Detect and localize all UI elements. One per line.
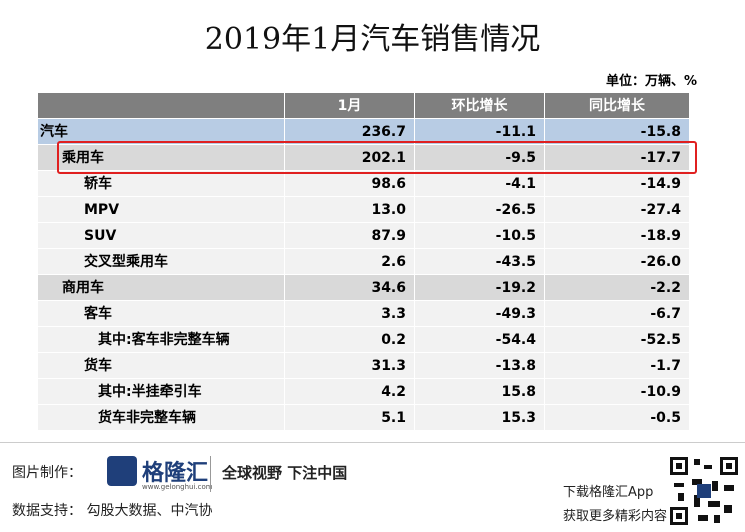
title: 2019年1月汽车销售情况	[204, 22, 541, 57]
label-cell: 其中:客车非完整车辆	[38, 327, 285, 353]
label-cell: 轿车	[38, 171, 285, 197]
value-cell: -0.5	[545, 405, 690, 431]
table-row: SUV 87.9 -10.5 -18.9	[38, 223, 690, 249]
table-row: MPV 13.0 -26.5 -27.4	[38, 197, 690, 223]
label-cell: SUV	[38, 223, 285, 249]
table-row: 乘用车 202.1 -9.5 -17.7	[38, 145, 690, 171]
value-cell: 15.8	[415, 379, 545, 405]
value-cell: -52.5	[545, 327, 690, 353]
label-cell: 汽车	[38, 119, 285, 145]
value-cell: -2.2	[545, 275, 690, 301]
value-cell: -14.9	[545, 171, 690, 197]
label-cell: 客车	[38, 301, 285, 327]
download: 下载格隆汇App	[563, 485, 654, 500]
value-cell: -43.5	[415, 249, 545, 275]
header-cell: 环比增长	[415, 93, 545, 119]
value-cell: -54.4	[415, 327, 545, 353]
value-cell: 5.1	[285, 405, 415, 431]
value-cell: 2.6	[285, 249, 415, 275]
value-cell: 0.2	[285, 327, 415, 353]
value-cell: -11.1	[415, 119, 545, 145]
logo-url: www.gelonghui.com	[142, 483, 213, 491]
qr-code	[668, 455, 740, 527]
label-cell: 货车	[38, 353, 285, 379]
table-row: 商用车 34.6 -19.2 -2.2	[38, 275, 690, 301]
value-cell: 34.6	[285, 275, 415, 301]
value-cell: -1.7	[545, 353, 690, 379]
value-cell: 31.3	[285, 353, 415, 379]
value-cell: -10.9	[545, 379, 690, 405]
table-row: 其中:半挂牵引车 4.2 15.8 -10.9	[38, 379, 690, 405]
table-row: 客车 3.3 -49.3 -6.7	[38, 301, 690, 327]
value-cell: -18.9	[545, 223, 690, 249]
logo-icon	[107, 456, 137, 486]
value-cell: -10.5	[415, 223, 545, 249]
label-cell: 乘用车	[38, 145, 285, 171]
value-cell: -27.4	[545, 197, 690, 223]
value-cell: 15.3	[415, 405, 545, 431]
value-cell: 202.1	[285, 145, 415, 171]
maker-label: 图片制作：	[12, 465, 82, 481]
value-cell: -19.2	[415, 275, 545, 301]
more: 获取更多精彩内容	[563, 509, 668, 524]
highlight-box	[57, 141, 697, 174]
table-row: 货车 31.3 -13.8 -1.7	[38, 353, 690, 379]
value-cell: 3.3	[285, 301, 415, 327]
value-cell: 98.6	[285, 171, 415, 197]
logo: 格隆汇	[142, 461, 209, 486]
header-cell	[38, 93, 285, 119]
value-cell: 87.9	[285, 223, 415, 249]
value-cell: 13.0	[285, 197, 415, 223]
header-cell: 1月	[285, 93, 415, 119]
value-cell: -26.5	[415, 197, 545, 223]
value-cell: 4.2	[285, 379, 415, 405]
value-cell: -17.7	[545, 145, 690, 171]
value-cell: -4.1	[415, 171, 545, 197]
table-row: 其中:客车非完整车辆 0.2 -54.4 -52.5	[38, 327, 690, 353]
table-row: 交叉型乘用车 2.6 -43.5 -26.0	[38, 249, 690, 275]
label-cell: 交叉型乘用车	[38, 249, 285, 275]
value-cell: 236.7	[285, 119, 415, 145]
table-row: 货车非完整车辆 5.1 15.3 -0.5	[38, 405, 690, 431]
value-cell: -26.0	[545, 249, 690, 275]
value-cell: -6.7	[545, 301, 690, 327]
table-row: 轿车 98.6 -4.1 -14.9	[38, 171, 690, 197]
header-row: 1月 环比增长 同比增长	[38, 93, 690, 119]
source: 数据支持： 勾股大数据、中汽协	[12, 503, 213, 519]
value-cell: -15.8	[545, 119, 690, 145]
label-cell: MPV	[38, 197, 285, 223]
slogan: 全球视野 下注中国	[222, 464, 348, 482]
value-cell: -13.8	[415, 353, 545, 379]
label-cell: 其中:半挂牵引车	[38, 379, 285, 405]
divider	[0, 442, 745, 443]
header-cell: 同比增长	[545, 93, 690, 119]
unit: 单位：万辆、%	[605, 74, 697, 89]
value-cell: -9.5	[415, 145, 545, 171]
separator	[210, 456, 211, 492]
value-cell: -49.3	[415, 301, 545, 327]
label-cell: 商用车	[38, 275, 285, 301]
table-row: 汽车 236.7 -11.1 -15.8	[38, 119, 690, 145]
label-cell: 货车非完整车辆	[38, 405, 285, 431]
